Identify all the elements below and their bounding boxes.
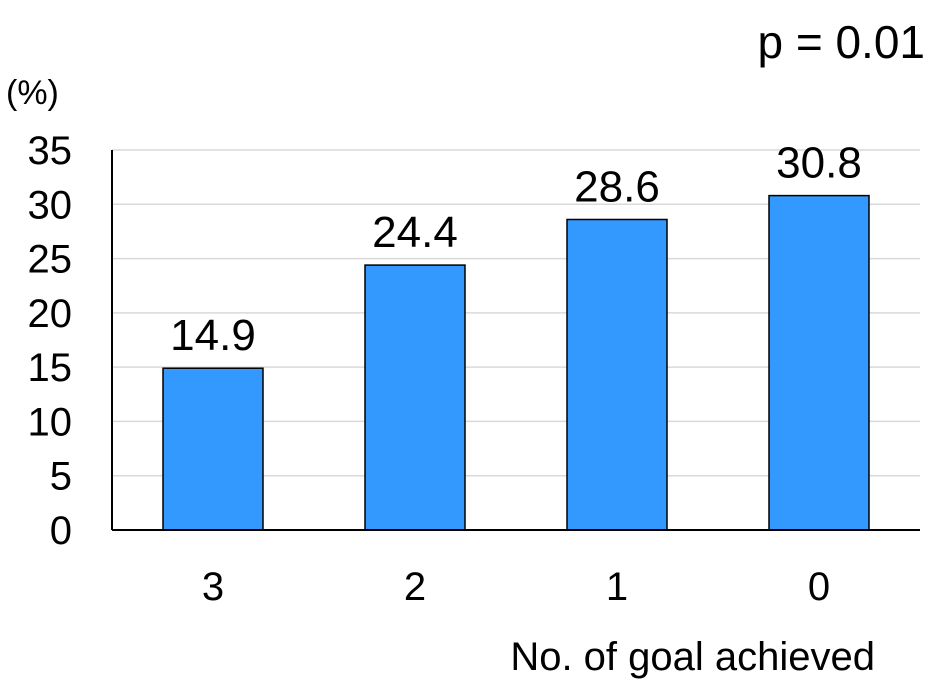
y-tick-label: 5 — [50, 455, 72, 499]
data-labels: 14.9 24.4 28.6 30.8 — [170, 139, 862, 361]
x-tick-label: 0 — [808, 565, 830, 609]
p-value-annotation: p = 0.01 — [757, 16, 925, 68]
y-tick-labels: 0 5 10 15 20 25 30 35 — [28, 129, 73, 553]
bar — [768, 194, 870, 531]
data-label: 14.9 — [170, 311, 256, 360]
y-tick-label: 30 — [28, 183, 73, 227]
y-axis-unit-label: (%) — [6, 74, 59, 112]
bar — [364, 264, 466, 531]
data-label: 28.6 — [574, 162, 660, 211]
bar — [566, 218, 668, 531]
bars — [162, 194, 870, 531]
y-tick-label: 10 — [28, 400, 73, 444]
x-tick-label: 3 — [202, 565, 224, 609]
x-tick-labels: 3 2 1 0 — [202, 565, 830, 609]
axes — [111, 150, 920, 531]
y-tick-label: 0 — [50, 509, 72, 553]
y-tick-label: 35 — [28, 129, 73, 173]
y-tick-label: 20 — [28, 292, 73, 336]
y-tick-label: 25 — [28, 238, 73, 282]
data-label: 30.8 — [776, 139, 862, 188]
x-axis-title: No. of goal achieved — [510, 635, 875, 679]
y-tick-label: 15 — [28, 346, 73, 390]
data-label: 24.4 — [372, 208, 458, 257]
bar — [162, 367, 264, 531]
x-tick-label: 1 — [606, 565, 628, 609]
x-tick-label: 2 — [404, 565, 426, 609]
